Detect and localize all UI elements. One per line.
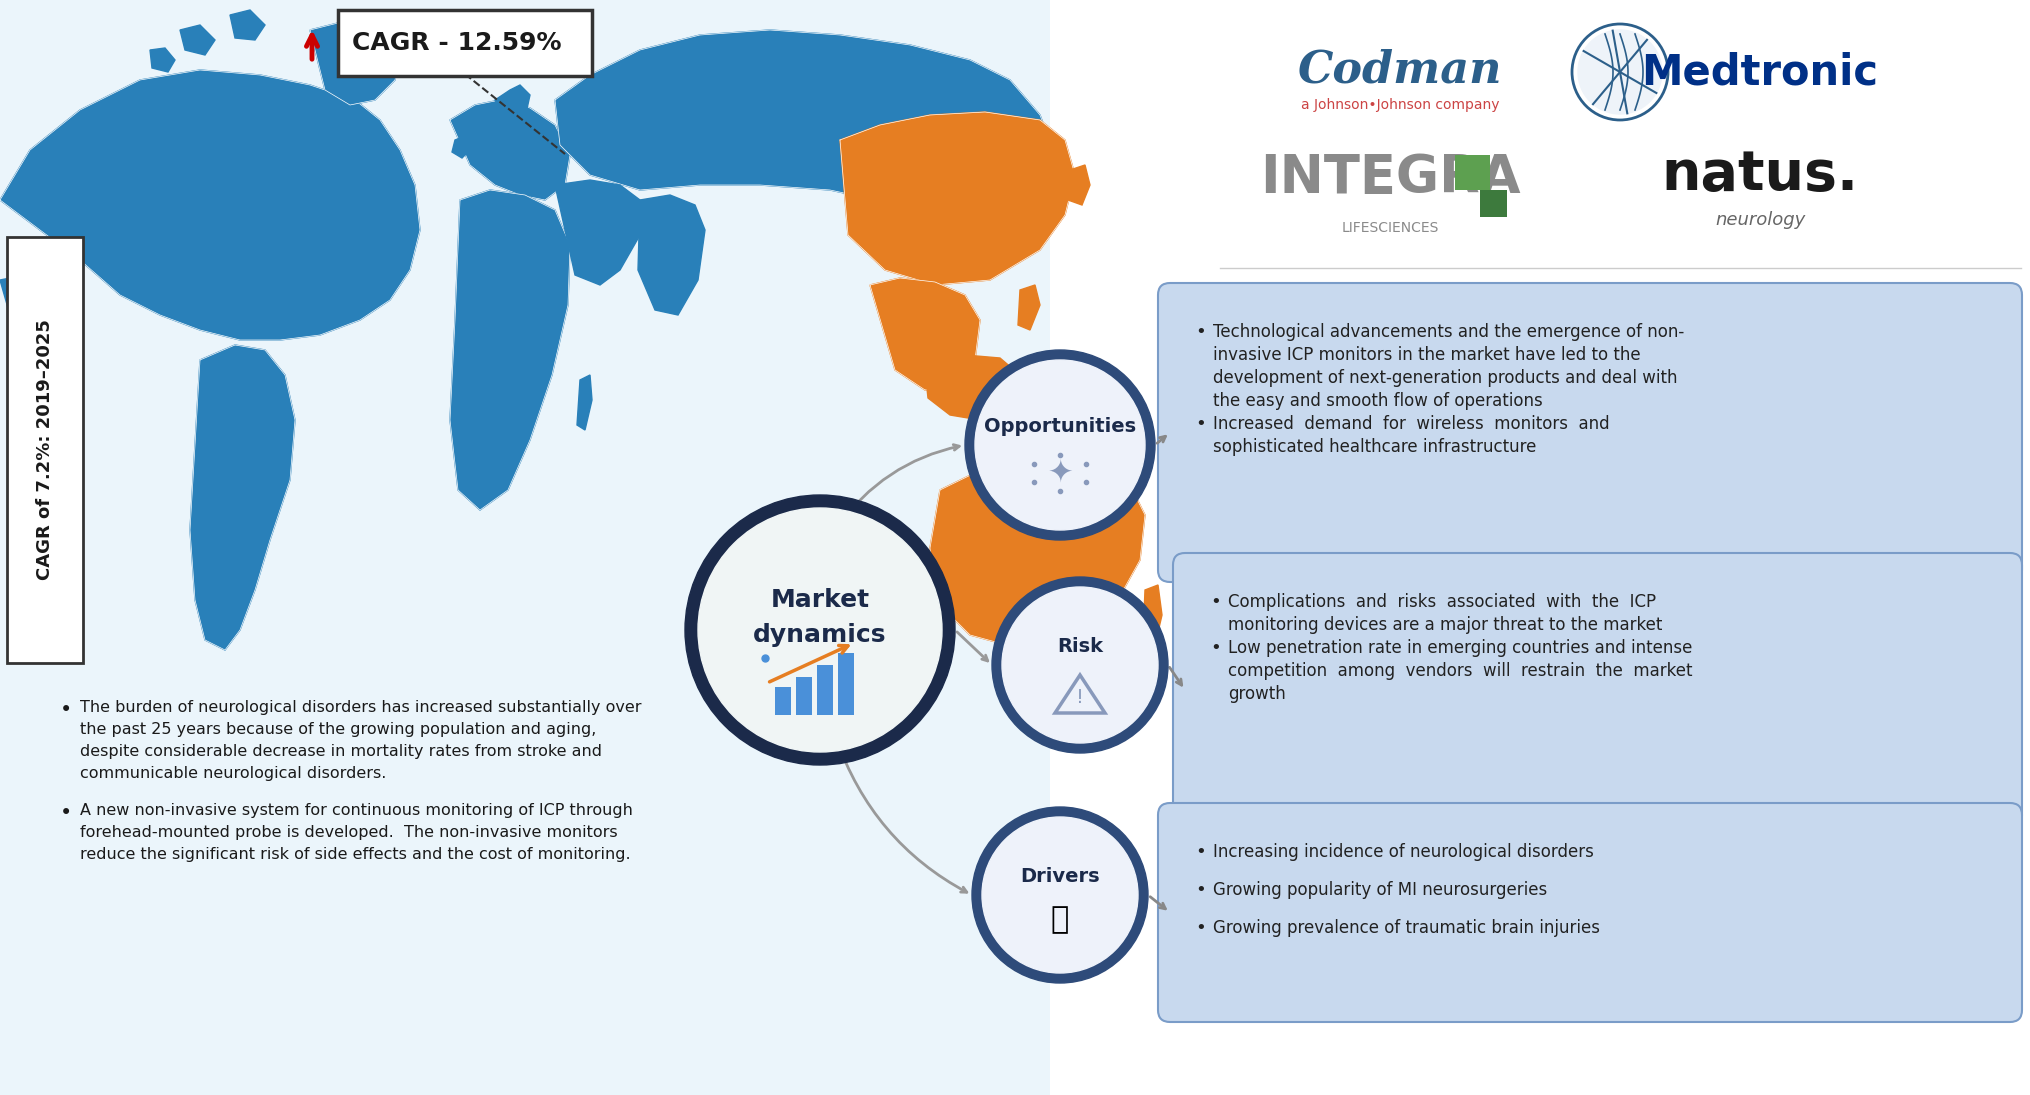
Polygon shape (191, 345, 294, 650)
Text: monitoring devices are a major threat to the market: monitoring devices are a major threat to… (1228, 616, 1663, 634)
Text: dynamics: dynamics (753, 623, 887, 647)
Polygon shape (1068, 165, 1090, 205)
Polygon shape (924, 355, 1019, 420)
Text: Medtronic: Medtronic (1640, 51, 1878, 93)
Polygon shape (637, 195, 704, 315)
Text: Codman: Codman (1297, 48, 1502, 92)
FancyBboxPatch shape (1480, 191, 1506, 217)
Polygon shape (495, 85, 530, 125)
Text: Opportunities: Opportunities (983, 417, 1135, 437)
FancyBboxPatch shape (816, 665, 832, 715)
Text: Market: Market (769, 588, 869, 612)
Text: LIFESCIENCES: LIFESCIENCES (1340, 221, 1437, 235)
Circle shape (698, 508, 942, 752)
Text: Low penetration rate in emerging countries and intense: Low penetration rate in emerging countri… (1228, 639, 1691, 657)
Text: forehead-mounted probe is developed.  The non-invasive monitors: forehead-mounted probe is developed. The… (79, 825, 617, 840)
Text: •: • (1210, 593, 1220, 611)
FancyBboxPatch shape (1050, 0, 2030, 1095)
Text: •: • (1194, 881, 1206, 899)
FancyBboxPatch shape (1220, 0, 2030, 270)
Text: sophisticated healthcare infrastructure: sophisticated healthcare infrastructure (1212, 438, 1535, 456)
Polygon shape (451, 191, 570, 510)
Text: •: • (1194, 415, 1206, 433)
Text: the past 25 years because of the growing population and aging,: the past 25 years because of the growing… (79, 722, 597, 737)
Text: CAGR of 7.2%: 2019–2025: CAGR of 7.2%: 2019–2025 (37, 320, 55, 580)
FancyBboxPatch shape (1157, 283, 2022, 583)
Text: Technological advancements and the emergence of non-: Technological advancements and the emerg… (1212, 323, 1683, 341)
Polygon shape (554, 180, 639, 285)
Polygon shape (150, 48, 175, 72)
FancyBboxPatch shape (1173, 553, 2022, 827)
Text: communicable neurological disorders.: communicable neurological disorders. (79, 766, 386, 781)
Text: INTEGRA: INTEGRA (1259, 152, 1520, 204)
FancyBboxPatch shape (337, 10, 591, 76)
Polygon shape (453, 135, 471, 158)
Polygon shape (270, 95, 294, 120)
Circle shape (983, 817, 1137, 973)
Text: a Johnson•Johnson company: a Johnson•Johnson company (1299, 97, 1498, 112)
Text: Growing prevalence of traumatic brain injuries: Growing prevalence of traumatic brain in… (1212, 919, 1600, 937)
Circle shape (964, 350, 1155, 540)
Text: •: • (61, 700, 73, 721)
Text: •: • (1210, 639, 1220, 657)
Text: •: • (1194, 323, 1206, 341)
Text: natus.: natus. (1661, 148, 1857, 201)
Text: the easy and smooth flow of operations: the easy and smooth flow of operations (1212, 392, 1543, 410)
Text: Drivers: Drivers (1019, 867, 1100, 887)
Polygon shape (181, 25, 215, 55)
Text: Risk: Risk (1056, 637, 1102, 657)
FancyBboxPatch shape (838, 653, 853, 715)
FancyBboxPatch shape (1157, 803, 2022, 1022)
Text: despite considerable decrease in mortality rates from stroke and: despite considerable decrease in mortali… (79, 744, 601, 759)
Text: ✦: ✦ (1047, 459, 1072, 487)
Text: !: ! (1076, 689, 1084, 707)
Text: reduce the significant risk of side effects and the cost of monitoring.: reduce the significant risk of side effe… (79, 848, 629, 862)
FancyBboxPatch shape (775, 687, 790, 715)
Polygon shape (869, 278, 980, 390)
Circle shape (684, 495, 954, 765)
Text: •: • (1194, 843, 1206, 861)
Text: Increasing incidence of neurological disorders: Increasing incidence of neurological dis… (1212, 843, 1594, 861)
Circle shape (974, 360, 1145, 530)
Polygon shape (554, 30, 1054, 215)
Circle shape (972, 807, 1147, 983)
Text: Growing popularity of MI neurosurgeries: Growing popularity of MI neurosurgeries (1212, 881, 1547, 899)
Text: •: • (61, 803, 73, 823)
FancyBboxPatch shape (1453, 155, 1490, 191)
Polygon shape (840, 112, 1074, 285)
Circle shape (1577, 30, 1661, 114)
Text: 🏙: 🏙 (1050, 906, 1068, 934)
Text: competition  among  vendors  will  restrain  the  market: competition among vendors will restrain … (1228, 662, 1691, 680)
Circle shape (1001, 587, 1157, 744)
Polygon shape (0, 275, 41, 320)
Text: Complications  and  risks  associated  with  the  ICP: Complications and risks associated with … (1228, 593, 1654, 611)
Text: development of next-generation products and deal with: development of next-generation products … (1212, 369, 1677, 387)
Polygon shape (229, 10, 264, 41)
Polygon shape (451, 100, 570, 200)
Polygon shape (930, 460, 1145, 650)
Text: A new non-invasive system for continuous monitoring of ICP through: A new non-invasive system for continuous… (79, 803, 633, 818)
Text: The burden of neurological disorders has increased substantially over: The burden of neurological disorders has… (79, 700, 641, 715)
Polygon shape (1017, 285, 1039, 330)
Text: growth: growth (1228, 685, 1285, 703)
Text: •: • (1194, 919, 1206, 937)
Polygon shape (1143, 585, 1161, 645)
Text: neurology: neurology (1713, 211, 1805, 229)
Text: CAGR - 12.59%: CAGR - 12.59% (351, 31, 560, 55)
FancyBboxPatch shape (796, 677, 812, 715)
Text: invasive ICP monitors in the market have led to the: invasive ICP monitors in the market have… (1212, 346, 1640, 364)
Polygon shape (577, 374, 591, 430)
Polygon shape (0, 70, 420, 341)
Text: Increased  demand  for  wireless  monitors  and: Increased demand for wireless monitors a… (1212, 415, 1610, 433)
Polygon shape (311, 20, 400, 105)
Circle shape (991, 577, 1167, 753)
FancyBboxPatch shape (6, 237, 83, 662)
